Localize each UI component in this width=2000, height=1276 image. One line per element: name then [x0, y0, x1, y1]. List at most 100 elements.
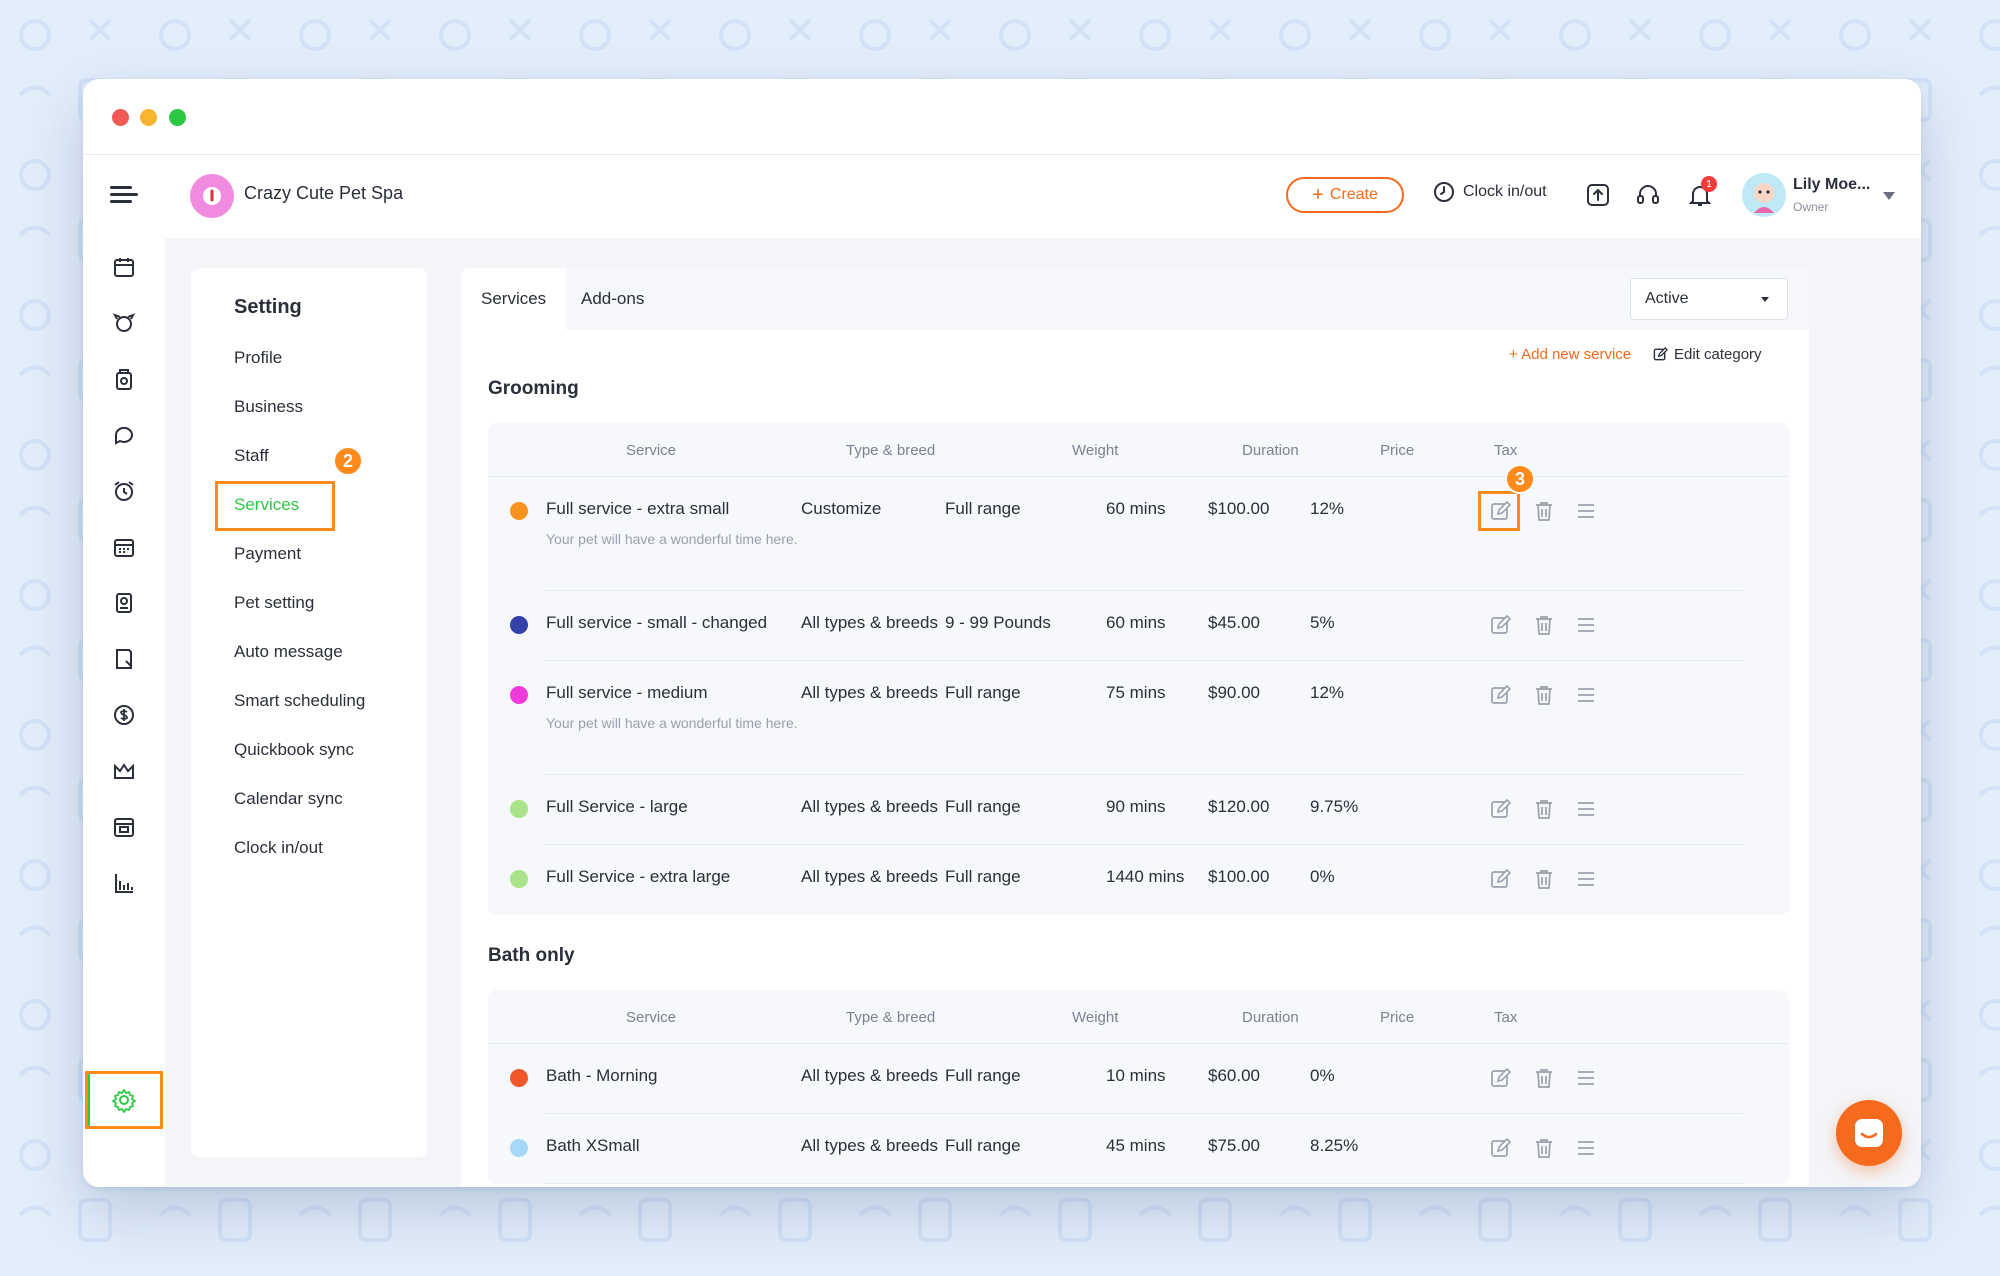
drag-handle-icon[interactable]: [1573, 866, 1599, 892]
column-header: Weight: [1072, 1009, 1119, 1026]
delete-service-button[interactable]: [1531, 612, 1557, 638]
chat-launcher-button[interactable]: [1836, 1100, 1902, 1166]
trash-icon: [1536, 800, 1552, 819]
service-name: Bath - Morning: [546, 1066, 658, 1085]
store-icon[interactable]: [109, 364, 139, 394]
row-divider: [543, 1113, 1743, 1114]
settings-item-smart-scheduling[interactable]: Smart scheduling: [234, 691, 366, 710]
tax: 12%: [1310, 499, 1345, 518]
settings-item-clock-in-out[interactable]: Clock in/out: [234, 838, 323, 857]
maximize-window-button[interactable]: [169, 109, 186, 126]
avatar[interactable]: [1742, 173, 1786, 217]
type-breed: All types & breeds: [801, 1066, 939, 1085]
type-breed: All types & breeds: [801, 683, 939, 702]
column-header: Service: [626, 1009, 677, 1026]
column-header: Weight: [1072, 442, 1119, 459]
trash-icon: [1536, 1069, 1552, 1088]
crown-icon[interactable]: [109, 756, 139, 786]
column-header: Price: [1380, 1009, 1415, 1026]
menu-toggle-icon[interactable]: [110, 180, 140, 210]
duration: 45 mins: [1106, 1136, 1166, 1155]
duration: 90 mins: [1106, 797, 1166, 816]
delete-service-button[interactable]: [1531, 498, 1557, 524]
minimize-window-button[interactable]: [140, 109, 157, 126]
edit-service-button[interactable]: [1488, 1135, 1514, 1161]
duration: 10 mins: [1106, 1066, 1166, 1085]
schedule-icon[interactable]: [109, 532, 139, 562]
tax: 8.25%: [1310, 1136, 1359, 1155]
edit-service-button[interactable]: [1488, 682, 1514, 708]
calendar-icon[interactable]: [109, 252, 139, 282]
price: $90.00: [1208, 683, 1260, 702]
edit-service-button[interactable]: [1488, 866, 1514, 892]
headset-icon[interactable]: [1633, 180, 1663, 210]
tab-add-ons[interactable]: Add-ons: [581, 289, 645, 308]
create-button[interactable]: + Create: [1286, 177, 1404, 213]
price: $75.00: [1208, 1136, 1260, 1155]
edit-icon: [1491, 684, 1512, 704]
delete-service-button[interactable]: [1531, 1065, 1557, 1091]
service-color-dot: [510, 870, 528, 888]
trash-icon: [1536, 616, 1552, 635]
dollar-icon[interactable]: [109, 700, 139, 730]
edit-service-button[interactable]: [1488, 612, 1514, 638]
delete-service-button[interactable]: [1531, 682, 1557, 708]
delete-service-button[interactable]: [1531, 796, 1557, 822]
plus-icon: +: [1312, 184, 1324, 206]
add-new-service-link[interactable]: + Add new service: [1509, 346, 1632, 363]
column-header: Service: [626, 442, 677, 459]
settings-item-quickbook-sync[interactable]: Quickbook sync: [234, 740, 354, 759]
user-name[interactable]: Lily Moe...: [1793, 176, 1871, 193]
title-bar: [83, 79, 1921, 155]
services-card: Services Add-ons Active + Add new servic…: [461, 268, 1809, 1187]
edit-category-link[interactable]: Edit category: [1653, 346, 1762, 363]
service-color-dot: [510, 1069, 528, 1087]
clock-in-out-button[interactable]: Clock in/out: [1433, 181, 1547, 203]
edit-service-button[interactable]: [1488, 1065, 1514, 1091]
create-label: Create: [1329, 186, 1378, 203]
settings-item-pet-setting[interactable]: Pet setting: [234, 593, 315, 612]
settings-item-profile[interactable]: Profile: [234, 348, 283, 367]
settings-item-calendar-sync[interactable]: Calendar sync: [234, 789, 343, 808]
gear-icon[interactable]: [109, 1085, 139, 1115]
row-divider: [543, 844, 1743, 845]
type-breed: All types & breeds: [801, 797, 939, 816]
drag-handle-icon[interactable]: [1573, 1135, 1599, 1161]
badge-icon[interactable]: [109, 588, 139, 618]
tab-services[interactable]: Services: [461, 268, 567, 330]
user-menu-caret-icon[interactable]: [1883, 192, 1895, 200]
clock-icon: [1434, 182, 1454, 202]
settings-item-payment[interactable]: Payment: [234, 544, 302, 563]
table-row: Bath - Morning All types & breeds Full ran…: [488, 1044, 1789, 1114]
column-header: Tax: [1494, 442, 1518, 459]
alarm-icon[interactable]: [109, 476, 139, 506]
drag-handle-icon[interactable]: [1573, 1065, 1599, 1091]
chat-icon[interactable]: [109, 420, 139, 450]
drag-handle-icon[interactable]: [1573, 682, 1599, 708]
settings-item-staff[interactable]: Staff: [234, 446, 269, 465]
pet-face-icon[interactable]: [109, 308, 139, 338]
edit-service-button[interactable]: [1488, 498, 1514, 524]
notification-badge: 1: [1701, 176, 1717, 192]
note-icon[interactable]: [109, 644, 139, 674]
upload-icon[interactable]: [1583, 180, 1613, 210]
weight: Full range: [945, 797, 1021, 816]
bar-chart-icon[interactable]: [109, 868, 139, 898]
close-window-button[interactable]: [112, 109, 129, 126]
edit-service-button[interactable]: [1488, 796, 1514, 822]
delete-service-button[interactable]: [1531, 1135, 1557, 1161]
calendar-box-icon[interactable]: [109, 812, 139, 842]
row-divider: [543, 1183, 1743, 1184]
drag-handle-icon[interactable]: [1573, 498, 1599, 524]
settings-item-auto-message[interactable]: Auto message: [234, 642, 343, 661]
weight: Full range: [945, 1066, 1021, 1085]
status-filter-select[interactable]: Active: [1630, 278, 1788, 320]
left-navigation: [83, 238, 165, 1187]
drag-handle-icon[interactable]: [1573, 796, 1599, 822]
notification-bell-icon[interactable]: 1: [1685, 176, 1717, 210]
settings-item-business[interactable]: Business: [234, 397, 303, 416]
settings-item-services[interactable]: Services: [234, 495, 300, 514]
drag-handle-icon[interactable]: [1573, 612, 1599, 638]
table-row: Full Service - extra large All types & br…: [488, 845, 1789, 915]
delete-service-button[interactable]: [1531, 866, 1557, 892]
